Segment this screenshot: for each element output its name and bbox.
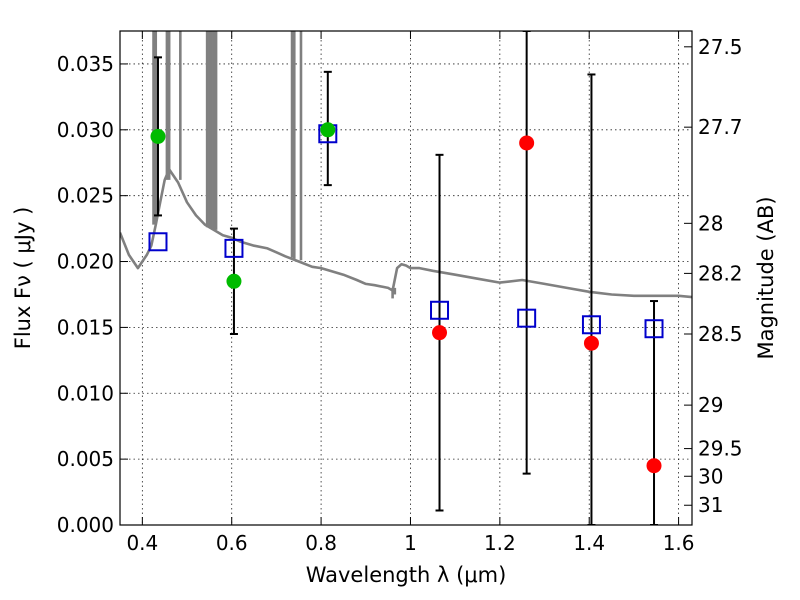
model-square-marker	[430, 300, 450, 320]
right-tick-label: 28.5	[698, 322, 743, 346]
model-square-marker	[517, 308, 537, 328]
ticks-layer: 0.4 0.6 0.8 1 1.2 1.4 1.6 0.000 0.005 0.010 0.015 0…	[57, 31, 743, 555]
x-tick-label: 1.4	[573, 531, 605, 555]
right-tick-label: 29.5	[698, 437, 743, 461]
right-axis-label: Magnitude (AB)	[754, 196, 778, 359]
plot-frame	[119, 30, 693, 526]
series-layer	[120, 31, 692, 525]
x-tick-label: 0.8	[305, 531, 337, 555]
y-tick-label: 0.035	[57, 52, 114, 76]
x-tick-label: 0.6	[216, 531, 248, 555]
right-tick-label: 28.2	[698, 261, 743, 285]
y-tick-label: 0.020	[57, 250, 114, 274]
x-tick-label: 1.6	[663, 531, 695, 555]
y-axis-label: Flux Fν ( μJy )	[11, 207, 35, 350]
observed-red-marker	[646, 458, 662, 474]
model-square-marker	[644, 319, 664, 339]
y-tick-label: 0.005	[57, 447, 114, 471]
y-tick-label: 0.000	[57, 513, 114, 537]
right-tick-label: 28	[698, 211, 723, 235]
observed-red-marker	[432, 325, 448, 341]
template-spectrum-line	[120, 168, 692, 299]
right-tick-label: 29	[698, 393, 723, 417]
x-tick-label: 1	[404, 531, 417, 555]
y-tick-label: 0.015	[57, 315, 114, 339]
x-tick-label: 1.2	[484, 531, 516, 555]
grid-layer	[120, 31, 692, 526]
observed-red-marker	[519, 135, 535, 151]
y-tick-label: 0.030	[57, 118, 114, 142]
observed-green-marker	[226, 273, 242, 289]
x-axis-label: Wavelength λ (μm)	[306, 563, 507, 587]
model-square-marker	[581, 315, 601, 335]
observed-green-marker	[320, 122, 336, 138]
y-tick-label: 0.025	[57, 184, 114, 208]
x-tick-label: 0.4	[126, 531, 158, 555]
observed-green-marker	[150, 128, 166, 144]
model-square-marker	[148, 232, 168, 252]
right-tick-label: 31	[698, 493, 723, 517]
model-square-marker	[224, 238, 244, 258]
y-tick-label: 0.010	[57, 381, 114, 405]
right-tick-label: 27.5	[698, 35, 743, 59]
observed-red-marker	[583, 335, 599, 351]
right-tick-label: 30	[698, 464, 723, 488]
right-tick-label: 27.7	[698, 115, 743, 139]
